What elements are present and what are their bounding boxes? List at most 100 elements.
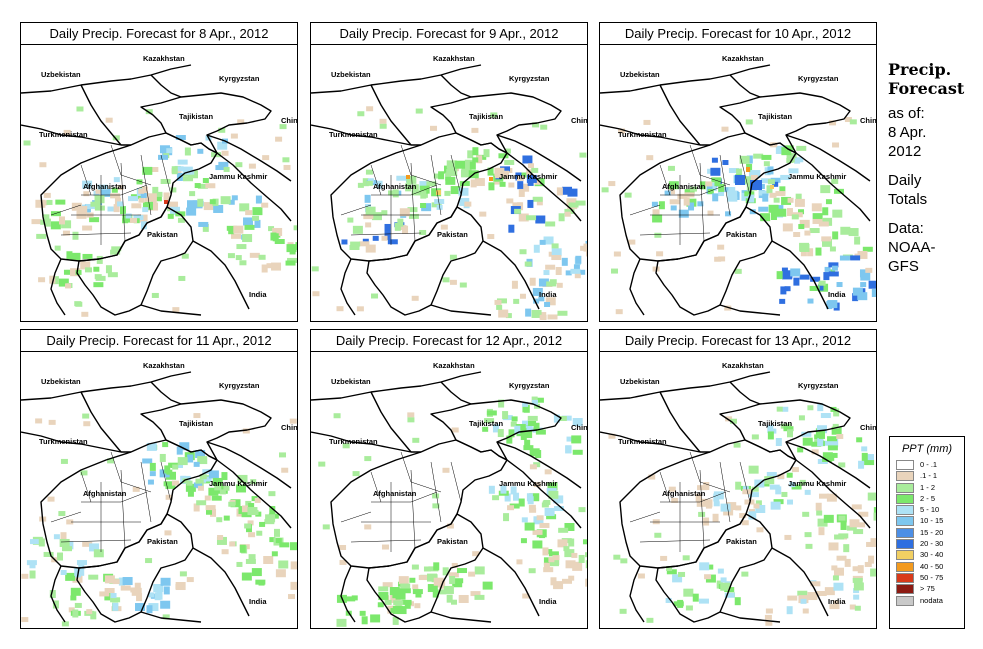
precip-cell <box>767 425 774 434</box>
precip-cell <box>148 592 155 598</box>
precip-cell <box>717 568 724 574</box>
precip-cell <box>457 568 468 574</box>
precip-cell <box>728 168 739 174</box>
precip-cell <box>251 568 262 577</box>
precip-cell <box>783 426 794 432</box>
precip-cell <box>861 452 868 461</box>
precip-cell <box>48 419 56 425</box>
precip-cell <box>365 206 376 215</box>
precip-cell <box>526 215 537 221</box>
precip-cell <box>272 233 279 242</box>
province-boundary <box>81 491 148 503</box>
precip-cell <box>533 397 544 403</box>
precip-cell <box>71 202 82 211</box>
precip-cell <box>193 413 201 419</box>
province-boundary <box>629 204 661 216</box>
precip-cell <box>571 435 582 444</box>
precip-cell <box>239 203 250 212</box>
precip-cell <box>786 429 793 438</box>
precip-cell <box>446 160 457 169</box>
precip-cell <box>243 217 254 226</box>
precip-cell <box>556 187 563 196</box>
precip-cell <box>848 228 859 237</box>
precip-cell <box>75 269 82 275</box>
precip-cell <box>453 578 464 584</box>
precip-cell <box>850 255 861 261</box>
precip-cell <box>164 200 168 204</box>
precip-cell <box>262 155 270 161</box>
precip-cell <box>707 168 714 174</box>
precip-cell <box>703 517 710 526</box>
precip-cell <box>82 225 93 231</box>
precip-cell <box>130 217 138 223</box>
legend-label: 2 - 5 <box>920 493 936 503</box>
province-boundary <box>350 232 422 236</box>
precip-cell <box>136 593 143 602</box>
precip-cell <box>186 207 197 216</box>
sidebar-source-2: GFS <box>888 258 919 275</box>
precip-cell <box>761 154 772 160</box>
precip-cell <box>370 614 381 623</box>
precip-cell <box>710 182 717 191</box>
legend-item: 5 - 10 <box>896 504 964 516</box>
precip-cell <box>204 495 211 501</box>
precip-cell <box>766 185 773 194</box>
precip-cell <box>496 298 507 304</box>
precip-cell <box>822 207 829 216</box>
precip-cell <box>82 253 93 259</box>
legend-label: 0 - .1 <box>920 460 938 469</box>
panel-title: Daily Precip. Forecast for 12 Apr., 2012 <box>311 330 587 352</box>
precip-cell <box>459 197 470 206</box>
precip-cell <box>558 213 565 222</box>
precip-cell <box>197 456 208 465</box>
legend-item: 30 - 40 <box>896 549 964 561</box>
province-boundary <box>340 511 372 523</box>
precip-cell <box>452 579 463 588</box>
precip-cell <box>216 517 223 523</box>
precip-cell <box>677 193 688 199</box>
precip-cell <box>828 271 839 277</box>
precip-cell <box>660 555 668 561</box>
country-boundary <box>40 132 218 262</box>
precip-cell <box>419 181 430 190</box>
precip-cell <box>853 588 860 594</box>
country-boundary <box>795 459 871 529</box>
precip-cell <box>575 255 582 264</box>
province-boundary <box>110 451 152 493</box>
precip-cell <box>93 549 104 558</box>
precip-cell <box>258 580 265 586</box>
precip-cell <box>800 251 807 257</box>
precip-cell <box>347 217 354 223</box>
precip-cell <box>58 278 69 287</box>
precip-cell <box>767 179 775 185</box>
precip-cell <box>611 268 619 274</box>
precip-cell <box>60 532 67 541</box>
precip-cell <box>838 515 846 521</box>
precip-cell <box>112 602 119 611</box>
precip-cell <box>446 523 454 529</box>
map-label-kyrgyzstan: Kyrgyzstan <box>219 381 260 390</box>
precip-cell <box>497 429 504 438</box>
province-boundary <box>50 204 82 216</box>
precip-cell <box>412 584 419 590</box>
precip-cell <box>517 181 524 190</box>
precip-cell <box>567 188 578 197</box>
precip-cell <box>205 183 216 189</box>
precip-cell <box>763 161 770 167</box>
precip-cell <box>853 594 860 600</box>
precip-cell <box>646 155 654 161</box>
precip-cell <box>601 187 609 193</box>
precip-cell <box>341 239 348 245</box>
precip-cell <box>821 236 832 242</box>
precip-cell <box>500 166 511 172</box>
precip-cell <box>671 497 679 503</box>
precip-cell <box>459 282 467 288</box>
precip-cell <box>60 569 67 575</box>
precip-cell <box>458 187 469 196</box>
precip-cell <box>673 601 684 607</box>
country-boundary <box>340 565 356 623</box>
precip-cell <box>802 437 813 446</box>
precip-cell <box>488 485 495 494</box>
precip-cell <box>762 193 769 202</box>
precip-cell <box>859 522 866 528</box>
